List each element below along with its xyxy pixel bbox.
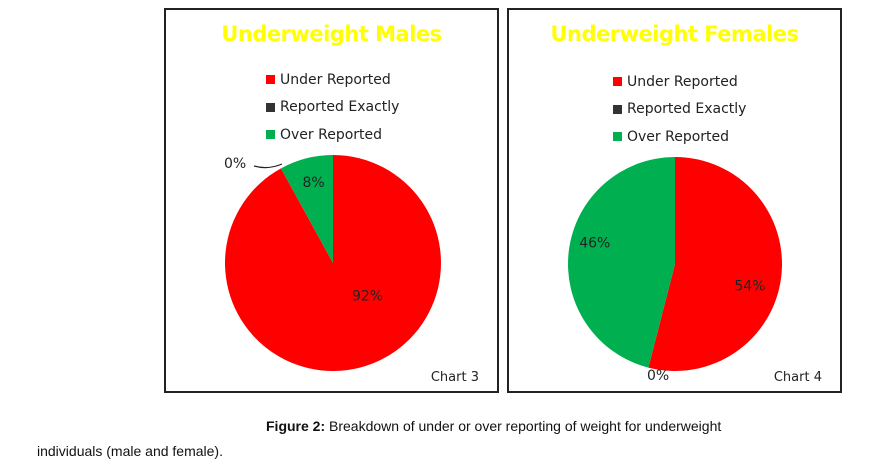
caption-prefix: Figure 2: <box>266 418 326 434</box>
legend-item-over-reported: Over Reported <box>266 121 399 149</box>
legend-item-over-reported: Over Reported <box>613 123 746 151</box>
legend-label: Reported Exactly <box>280 99 400 116</box>
legend-label: Over Reported <box>280 126 383 143</box>
figure-caption: Figure 2: Breakdown of under or over rep… <box>266 418 721 434</box>
figure-caption-continued: individuals (male and female). <box>37 443 223 459</box>
chart-title: Underweight Males <box>221 22 442 46</box>
chart-number: Chart 4 <box>773 370 822 385</box>
pie-slice-under-reported <box>648 157 782 372</box>
legend: Under Reported Reported Exactly Over Rep… <box>613 68 746 151</box>
chart-males: Underweight Males Under Reported Reporte… <box>164 8 499 393</box>
pie-label-over-reported: 46% <box>579 236 610 252</box>
pie-label-reported-exactly: 0% <box>647 368 669 384</box>
caption-line-1: Breakdown of under or over reporting of … <box>325 418 722 434</box>
pie-label-over-reported: 8% <box>302 175 324 191</box>
legend-swatch <box>613 104 622 114</box>
pie-slice-under-reported <box>224 155 441 372</box>
pie-slice-over-reported <box>568 157 675 368</box>
legend-swatch <box>613 132 622 142</box>
pie-chart-males: 92% 0% 8% <box>224 155 441 372</box>
chart-number: Chart 3 <box>430 370 479 385</box>
chart-title: Underweight Females <box>550 22 799 46</box>
pie-slice-over-reported <box>280 155 333 263</box>
legend-item-reported-exactly: Reported Exactly <box>613 96 746 124</box>
pie-chart-females: 54% 0% 46% <box>568 157 782 384</box>
legend-swatch <box>613 77 622 87</box>
pie-label-under-reported: 54% <box>734 278 765 294</box>
legend-swatch <box>266 102 275 112</box>
legend-label: Under Reported <box>627 73 738 90</box>
chart-females: Underweight Females Under Reported Repor… <box>507 8 842 393</box>
pie-label-under-reported: 92% <box>352 288 383 304</box>
legend-item-under-reported: Under Reported <box>266 66 399 94</box>
pie-label-reported-exactly: 0% <box>224 156 246 172</box>
legend: Under Reported Reported Exactly Over Rep… <box>266 66 399 149</box>
legend-label: Under Reported <box>280 71 391 88</box>
leader-line <box>253 163 283 169</box>
legend-swatch <box>266 130 275 140</box>
legend-label: Over Reported <box>627 128 730 145</box>
legend-item-reported-exactly: Reported Exactly <box>266 94 399 122</box>
legend-item-under-reported: Under Reported <box>613 68 746 96</box>
legend-swatch <box>266 75 275 85</box>
legend-label: Reported Exactly <box>627 101 747 118</box>
